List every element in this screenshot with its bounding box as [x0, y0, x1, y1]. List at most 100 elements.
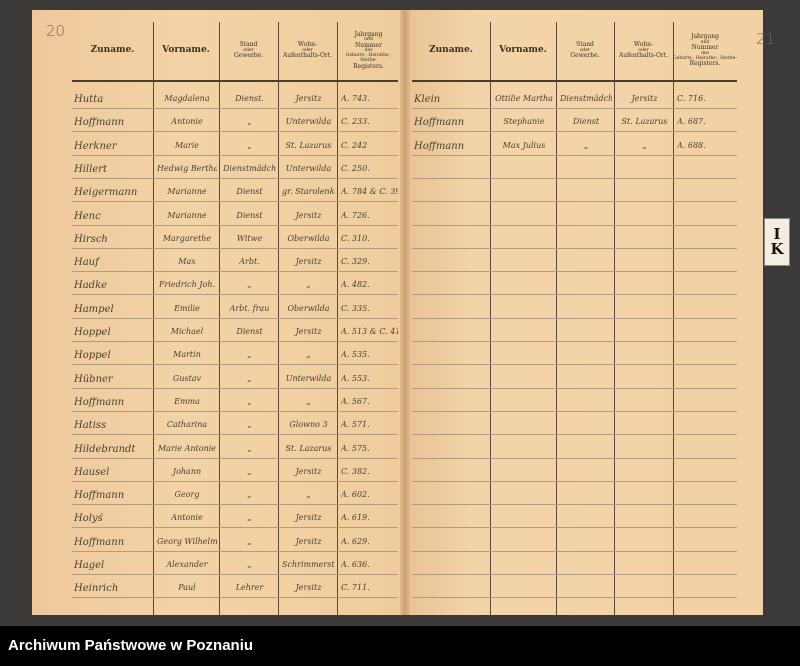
page-number-right: 21	[756, 30, 776, 48]
ruled-line	[72, 504, 398, 506]
cell-register-number: A. 567.	[341, 396, 370, 406]
ruled-line	[412, 108, 737, 109]
cell-first-name: Friedrich Joh.	[158, 280, 216, 290]
cell-surname: Hillert	[74, 163, 108, 175]
header-text: Geburts-, Heiraths-, Sterbe-	[345, 53, 392, 63]
cell-first-name: Martin	[173, 350, 201, 360]
cell-register-number: C. 711.	[341, 583, 370, 593]
cell-status: Dienstmädchen	[560, 94, 612, 103]
ruled-line	[412, 574, 737, 575]
header-text: Jahrgang	[691, 33, 719, 41]
cell-status: Dienst.	[235, 94, 264, 103]
ruled-line	[412, 387, 737, 389]
cell-status: „	[247, 560, 252, 569]
ruled-line	[412, 247, 737, 249]
index-tab[interactable]: I K	[764, 218, 790, 266]
ruled-line	[412, 341, 737, 342]
ruled-line	[412, 480, 737, 482]
ruled-line	[72, 224, 398, 226]
cell-first-name: Catharina	[166, 420, 208, 430]
header-text: Wohn-	[297, 41, 318, 49]
cell-residence: St. Lazarus	[285, 140, 332, 150]
column-header-first-name: Vorname.	[153, 24, 219, 78]
cell-residence: Jersitz	[631, 94, 658, 103]
header-text: oder	[638, 47, 649, 53]
cell-surname: Hatiss	[74, 420, 107, 432]
archive-footer: Archiwum Państwowe w Poznaniu	[0, 626, 800, 666]
cell-residence: St. Lazarus	[621, 117, 668, 127]
cell-status: Dienstmädchen	[223, 163, 276, 173]
cell-first-name: Gustav	[172, 373, 202, 383]
header-rule	[412, 80, 737, 82]
cell-register-number: C. 382.	[341, 466, 370, 476]
cell-status: „	[583, 140, 589, 150]
cell-residence: Glowno 3	[289, 420, 328, 430]
cell-first-name: Paul	[178, 583, 196, 593]
header-text: oder	[579, 47, 591, 53]
cell-surname: Hampel	[74, 303, 114, 315]
index-tab-letter: K	[770, 240, 784, 258]
cell-surname: Hoppel	[74, 327, 111, 338]
cell-register-number: C. 335.	[341, 303, 370, 313]
cell-status: Dienst	[236, 210, 263, 220]
ruled-line	[72, 434, 398, 436]
header-text: Gewerbe.	[570, 52, 600, 60]
cell-register-number: C. 242	[341, 140, 368, 150]
cell-first-name: Hedwig Bertha	[157, 163, 217, 173]
cell-surname: Henc	[74, 210, 101, 222]
cell-status: Arbt. frau	[229, 303, 270, 313]
cell-status: „	[247, 373, 252, 383]
cell-residence: Unterwilda	[285, 163, 332, 173]
header-text: Aufenthalts-Ort.	[282, 52, 333, 60]
cell-first-name: Johann	[172, 466, 202, 476]
cell-status: „	[247, 466, 252, 476]
cell-residence: „	[642, 140, 647, 150]
cell-status: Dienst	[236, 187, 263, 197]
cell-register-number: C. 250.	[341, 163, 370, 173]
header-text: Vorname.	[162, 45, 210, 56]
cell-first-name: Georg	[174, 490, 200, 500]
cell-first-name: Emilie	[174, 303, 200, 313]
ruled-line	[72, 574, 398, 575]
cell-first-name: Stephanie	[503, 117, 545, 127]
cell-surname: Hadke	[74, 280, 108, 292]
cell-register-number: A. 687.	[677, 117, 706, 127]
ruled-line	[72, 527, 398, 529]
ruled-line	[412, 131, 737, 133]
index-tab-letter: I	[773, 225, 781, 243]
header-text: und	[364, 37, 373, 43]
cell-status: „	[247, 350, 252, 360]
cell-surname: Heinrich	[74, 583, 119, 595]
cell-residence: Jersitz	[295, 94, 322, 103]
cell-register-number: A. 619.	[341, 513, 370, 523]
cell-residence: Jersitz	[295, 583, 322, 593]
cell-surname: Hoffmann	[414, 117, 465, 129]
ruled-line	[72, 131, 398, 133]
column-header-surname: Zuname.	[412, 24, 490, 78]
cell-register-number: A. 602.	[341, 490, 370, 500]
cell-residence: Unterwilda	[285, 373, 332, 383]
cell-register-number: C. 310.	[341, 233, 370, 243]
ruled-line	[412, 364, 737, 366]
ruled-line	[412, 597, 737, 599]
cell-register-number: C. 329.	[341, 257, 370, 267]
cell-register-number: A. 482.	[341, 280, 370, 290]
ruled-line	[72, 247, 398, 249]
cell-surname: Hausel	[74, 466, 110, 478]
cell-surname: Heigermann	[74, 187, 138, 199]
column-header-status: Stand oder Gewerbe.	[556, 24, 614, 78]
cell-surname: Hoffmann	[74, 536, 125, 548]
ruled-line	[412, 410, 737, 412]
cell-first-name: Ottilie Martha	[495, 94, 553, 103]
cell-register-number: A. 553.	[341, 373, 370, 383]
cell-residence: „	[306, 490, 311, 500]
cell-surname: Hauf	[74, 257, 99, 269]
column-header-residence: Wohn-oder Aufenthalts-Ort.	[614, 24, 673, 78]
column-header-status: Stand oder Gewerbe.	[219, 24, 278, 78]
cell-surname: Hirsch	[74, 233, 108, 245]
cell-residence: St. Lazarus	[285, 443, 332, 453]
cell-residence: Unterwilda	[285, 117, 332, 127]
cell-register-number: A. 726.	[341, 210, 370, 220]
header-text: Gewerbe.	[233, 52, 264, 60]
cell-surname: Hoffmann	[74, 396, 125, 408]
